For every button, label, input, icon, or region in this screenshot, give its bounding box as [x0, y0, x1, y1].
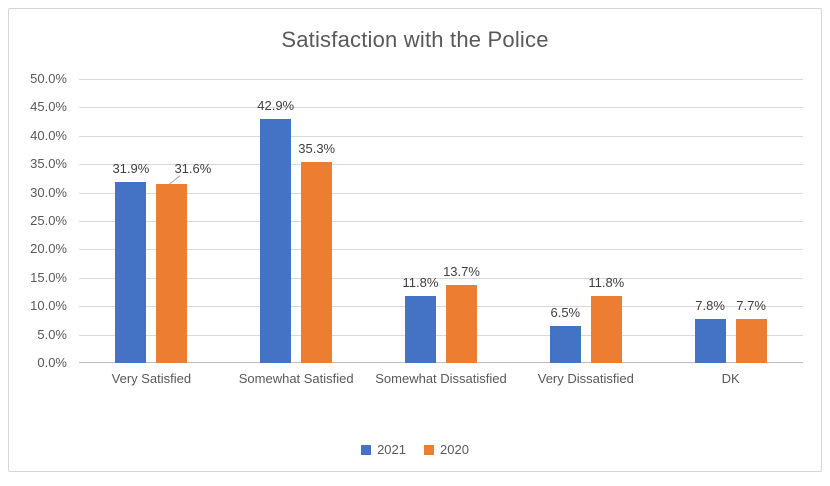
- gridline: [79, 221, 803, 222]
- x-axis-category-label-somewhat-satisfied: Somewhat Satisfied: [238, 371, 354, 386]
- y-axis-tick-label: 20.0%: [30, 241, 67, 257]
- bar-2021-dk: [694, 318, 726, 363]
- y-axis-tick-label: 45.0%: [30, 99, 67, 115]
- gridline: [79, 193, 803, 194]
- x-axis-category-label-somewhat-dissatisfied: Somewhat Dissatisfied: [375, 371, 507, 386]
- data-label-2021-somewhat-satisfied: 42.9%: [257, 98, 295, 114]
- bar-2020-somewhat-dissatisfied: [446, 285, 477, 363]
- data-label-2020-somewhat-dissatisfied: 13.7%: [443, 264, 480, 280]
- legend-label-2021: 2021: [377, 442, 406, 457]
- y-axis-tick-label: 15.0%: [30, 269, 67, 285]
- x-axis-line: [79, 362, 803, 363]
- data-label-2020-somewhat-satisfied: 35.3%: [298, 141, 336, 157]
- y-axis-tick-label: 5.0%: [37, 326, 67, 342]
- data-label-2020-very-satisfied: 31.6%: [174, 160, 212, 176]
- data-label-2021-dk: 7.8%: [695, 297, 725, 313]
- x-axis-category-label-very-dissatisfied: Very Dissatisfied: [537, 371, 634, 386]
- y-axis-tick-label: 0.0%: [37, 355, 67, 370]
- data-label-2020-dk: 7.7%: [736, 298, 766, 314]
- gridline: [79, 107, 803, 108]
- y-axis-tick-label: 25.0%: [30, 213, 67, 228]
- bar-2020-somewhat-satisfied: [301, 162, 333, 363]
- data-label-2021-somewhat-dissatisfied: 11.8%: [402, 274, 439, 290]
- bar-2020-very-dissatisfied: [590, 295, 622, 363]
- bar-2021-somewhat-dissatisfied: [405, 295, 436, 363]
- bar-2021-somewhat-satisfied: [260, 119, 292, 363]
- data-label-2021-very-dissatisfied: 6.5%: [550, 305, 581, 321]
- y-axis-tick-label: 10.0%: [30, 298, 67, 314]
- gridline: [79, 249, 803, 250]
- chart-title: Satisfaction with the Police: [281, 27, 549, 52]
- legend: 2021 2020: [9, 442, 821, 457]
- gridline: [79, 164, 803, 165]
- bar-2021-very-satisfied: [115, 181, 147, 363]
- plot-area: 0.0% 5.0% 10.0% 15.0% 20.0% 25.0% 30.0% 35.0% 40…: [30, 71, 803, 386]
- gridline: [79, 335, 803, 336]
- x-axis-category-label-dk: DK: [721, 371, 740, 386]
- bar-2020-dk: [735, 319, 767, 363]
- legend-swatch-2021-icon: [361, 444, 372, 455]
- legend-item-2020: 2020: [424, 442, 469, 457]
- bar-2021-very-dissatisfied: [549, 326, 581, 363]
- y-axis-tick-label: 40.0%: [30, 127, 67, 143]
- chart-frame: Satisfaction with the Police 0.0% 5.0% 10.…: [8, 8, 822, 472]
- y-axis-tick-label: 30.0%: [30, 184, 67, 200]
- legend-item-2021: 2021: [361, 442, 406, 457]
- bar-2020-very-satisfied: [156, 183, 188, 363]
- data-label-2020-very-dissatisfied: 11.8%: [588, 274, 625, 290]
- y-axis-tick-label: 50.0%: [30, 71, 67, 86]
- gridline: [79, 278, 803, 279]
- gridline: [79, 136, 803, 137]
- gridline: [79, 79, 803, 80]
- x-axis-category-label-very-satisfied: Very Satisfied: [111, 371, 192, 386]
- gridline: [79, 306, 803, 307]
- legend-swatch-2020-icon: [424, 444, 434, 455]
- y-axis-tick-label: 35.0%: [30, 156, 67, 172]
- data-label-2021-very-satisfied: 31.9%: [112, 160, 150, 176]
- legend-label-2020: 2020: [440, 442, 469, 457]
